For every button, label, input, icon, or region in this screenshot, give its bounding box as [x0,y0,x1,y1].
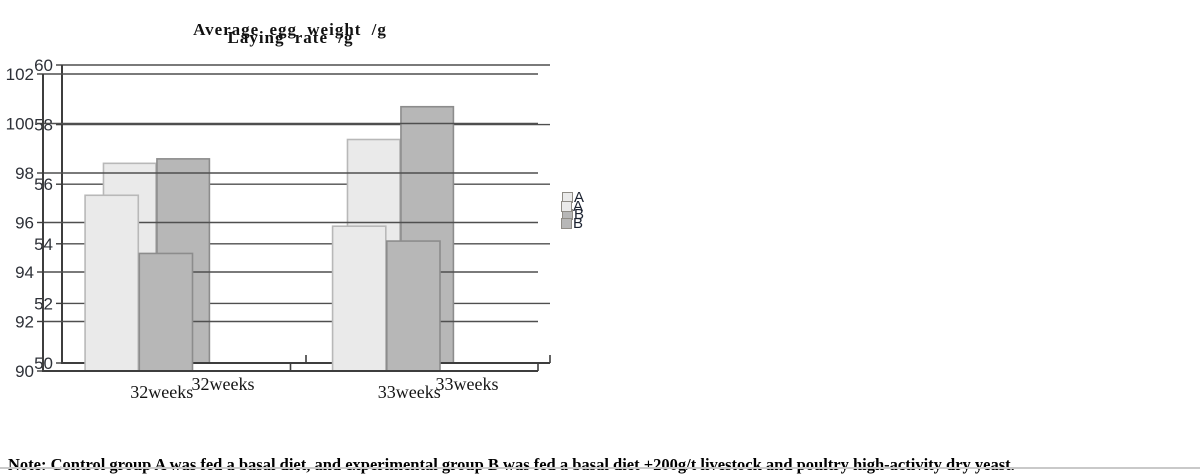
chart-canvas: 90 92 94 96 98 100 102 32weeks 33weeks [6,65,539,402]
y-tick-label: 96 [15,214,34,233]
footnote: Note: Control group A was fed a basal di… [8,454,1015,474]
bar-A-32weeks [84,194,140,372]
y-tick-label: 92 [15,313,34,332]
y-tick-label: 60 [34,56,53,75]
bar-B-32weeks [138,252,194,372]
category-label: 33weeks [436,374,499,394]
chart-title: Laying rate /g [227,28,354,47]
y-tick-label: 98 [15,164,34,183]
y-tick-label: 100 [6,115,34,134]
y-tick-label: 102 [6,65,34,84]
legend-item-b: B [561,214,584,232]
legend-label-b: B [574,205,585,223]
legend-item-a: A [561,197,584,215]
bar-A-33weeks [331,225,387,372]
bottom-divider [0,467,1200,469]
y-tick-label: 94 [15,263,34,282]
legend: A B [561,197,584,232]
category-label: 32weeks [192,374,255,394]
legend-label-b: B [573,214,584,232]
chart-title: Average egg weight /g [193,20,387,39]
category-label: 32weeks [130,382,193,402]
legend-label-a: A [574,188,585,206]
y-tick-label: 90 [15,362,34,381]
category-label: 33weeks [378,382,441,402]
chart-laying-rate: Laying rate /g 90 92 94 96 98 100 102 32weeks 33… [0,0,600,420]
legend-swatch-a [561,200,572,212]
legend-label-a: A [573,197,584,215]
legend-swatch-b [561,217,572,229]
bar-B-33weeks [385,240,441,372]
